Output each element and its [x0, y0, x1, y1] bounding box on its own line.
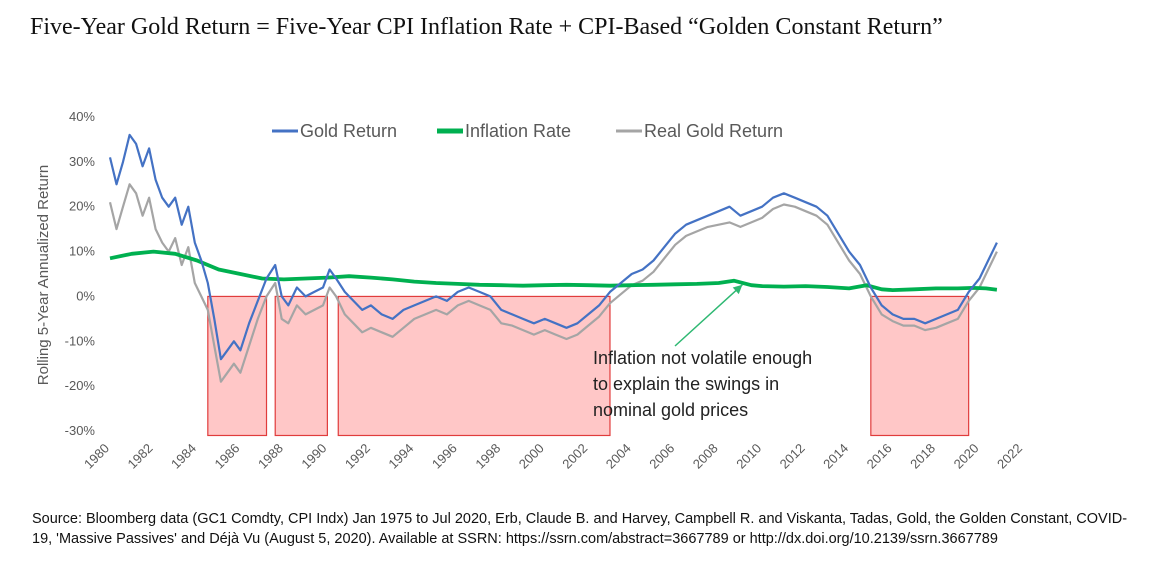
x-tick-label: 2012 — [777, 441, 808, 472]
series-lines — [108, 133, 998, 383]
shaded-region-4 — [870, 295, 970, 437]
y-tick-label: 10% — [69, 244, 95, 259]
x-tick-label: 1988 — [255, 441, 286, 472]
x-tick-label: 1980 — [81, 441, 112, 472]
line-chart: -30%-20%-10%0%10%20%30%40% 1980 1982 1984 1… — [35, 109, 1025, 472]
y-tick-label: 0% — [76, 288, 95, 303]
x-tick-label: 1996 — [429, 441, 460, 472]
x-tick-label: 2010 — [733, 441, 764, 472]
x-tick-label: 2020 — [951, 441, 982, 472]
x-tick-label: 2002 — [559, 441, 590, 472]
y-tick-label: -30% — [65, 423, 96, 438]
chart-title: Five-Year Gold Return = Five-Year CPI In… — [30, 14, 943, 40]
negative-return-regions — [207, 295, 970, 437]
x-tick-label: 1984 — [168, 441, 199, 472]
legend-label: Real Gold Return — [644, 121, 783, 141]
source-note: Source: Bloomberg data (GC1 Comdty, CPI … — [32, 511, 1128, 547]
y-tick-label: -10% — [65, 333, 96, 348]
legend: Gold Return Inflation Rate Real Gold Retur… — [272, 121, 783, 141]
series-line-gold-return — [108, 133, 998, 361]
series-line-real-gold-return — [108, 183, 998, 383]
x-tick-label: 1982 — [125, 441, 156, 472]
annotation-text-line: nominal gold prices — [593, 400, 748, 420]
y-tick-label: 20% — [69, 199, 95, 214]
x-tick-label: 2018 — [907, 441, 938, 472]
x-tick-label: 2022 — [994, 441, 1025, 472]
x-tick-label: 1992 — [342, 441, 373, 472]
y-axis-label: Rolling 5-Year Annualized Return — [35, 165, 52, 385]
x-tick-label: 2014 — [820, 441, 851, 472]
annotation-text-line: to explain the swings in — [593, 374, 779, 394]
y-tick-label: 40% — [69, 109, 95, 124]
y-axis: -30% -20% -10% 0% 10% 20% 30% 40% — [65, 109, 96, 438]
y-tick-label: -20% — [65, 378, 96, 393]
legend-label: Inflation Rate — [465, 121, 571, 141]
y-tick-label: 30% — [69, 154, 95, 169]
x-tick-label: 2004 — [603, 441, 634, 472]
annotation-text-line: Inflation not volatile enough — [593, 348, 812, 368]
x-tick-label: 2016 — [864, 441, 895, 472]
x-tick-label: 2008 — [690, 441, 721, 472]
annotation-arrow-line — [674, 284, 743, 347]
x-tick-label: 2006 — [646, 441, 677, 472]
x-tick-label: 1986 — [211, 441, 242, 472]
shaded-region-3 — [337, 295, 611, 437]
x-axis: 1980 1982 1984 1986 1988 1990 1992 1994 1996 1998… — [81, 441, 1025, 472]
series-line-inflation-rate — [109, 249, 998, 292]
shaded-region-2 — [274, 295, 328, 437]
annotation: Inflation not volatile enough to explain … — [593, 284, 812, 420]
legend-label: Gold Return — [300, 121, 397, 141]
x-tick-label: 1998 — [472, 441, 503, 472]
x-tick-label: 1994 — [385, 441, 416, 472]
x-tick-label: 2000 — [516, 441, 547, 472]
x-tick-label: 1990 — [298, 441, 329, 472]
annotation-arrow-head — [732, 284, 743, 295]
